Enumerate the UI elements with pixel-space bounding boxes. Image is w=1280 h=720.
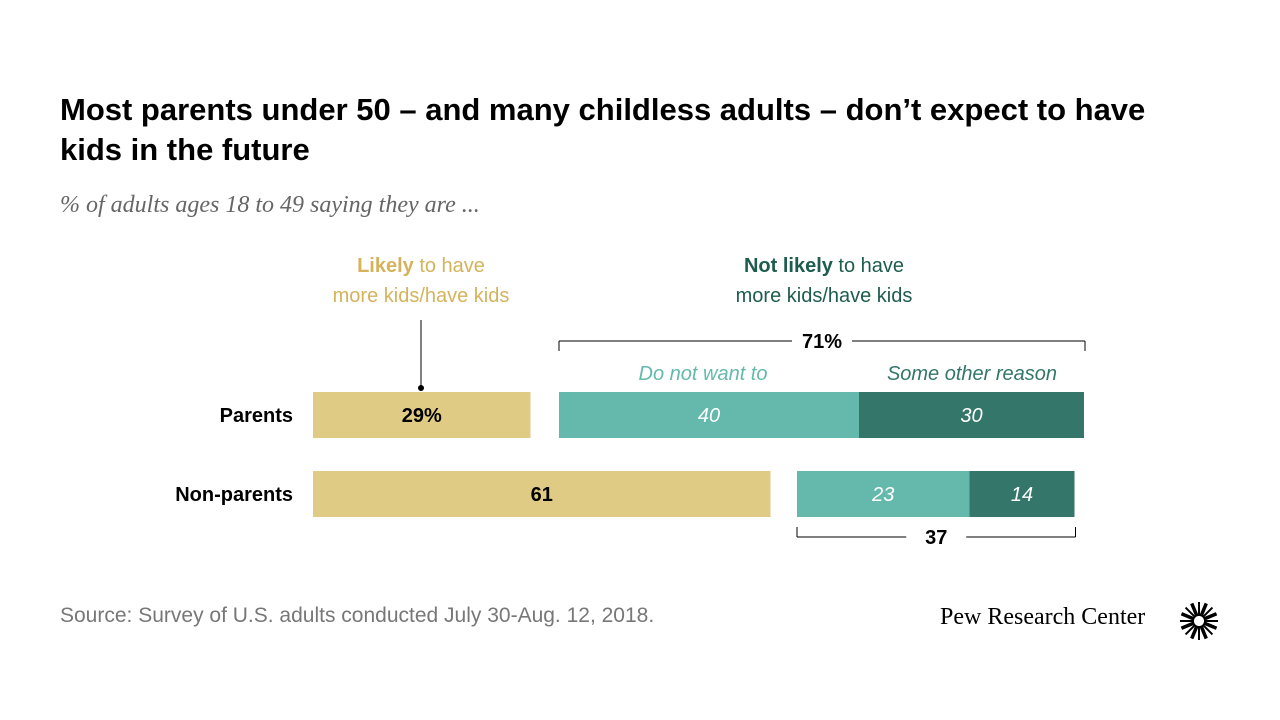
stacked-bar-chart: Likely to have more kids/have kids Not lik… [175,255,1086,549]
bar-other-reason [859,392,1084,438]
bar-likely [313,392,531,438]
likely-header-line1: Likely to have [357,255,485,277]
category-label: Non-parents [175,484,293,506]
chart-title: Most parents under 50 – and many childle… [60,92,1146,167]
logo-ray [1202,621,1218,630]
data-label-other-reason: 30 [960,405,982,427]
logo-ray [1184,623,1197,636]
logo-ray [1190,602,1199,618]
likely-pointer-dot [418,385,424,391]
likely-header-line2: more kids/have kids [333,285,510,307]
data-label-likely: 29% [402,405,442,427]
data-label-other-reason: 14 [1011,484,1033,506]
data-label-likely: 61 [531,484,553,506]
bar-do-not-want [559,392,859,438]
logo-ray [1184,606,1197,619]
total-label: 71% [802,331,842,353]
logo-ray [1201,606,1214,619]
logo-ray [1199,624,1208,640]
logo-ray [1190,624,1199,640]
total-label: 37 [925,527,947,549]
data-label-do-not-want: 40 [698,405,720,427]
bar-likely [313,471,771,517]
source-note: Source: Survey of U.S. adults conducted … [60,604,655,627]
pew-logo-icon [1180,602,1218,640]
logo-ray [1180,612,1196,621]
logo-ray [1180,621,1196,630]
brand-name: Pew Research Center [940,604,1146,630]
not-likely-header-line1: Not likely to have [744,255,904,277]
do-not-want-header: Do not want to [639,363,768,385]
bar-other-reason [969,471,1075,517]
logo-ray [1202,612,1218,621]
category-label: Parents [220,405,293,427]
logo-ray [1201,623,1214,636]
chart-subtitle: % of adults ages 18 to 49 saying they ar… [60,192,480,218]
other-reason-header: Some other reason [887,363,1057,385]
bar-do-not-want [797,471,970,517]
data-label-do-not-want: 23 [871,484,894,506]
not-likely-header-line2: more kids/have kids [736,285,913,307]
logo-ray [1199,602,1208,618]
